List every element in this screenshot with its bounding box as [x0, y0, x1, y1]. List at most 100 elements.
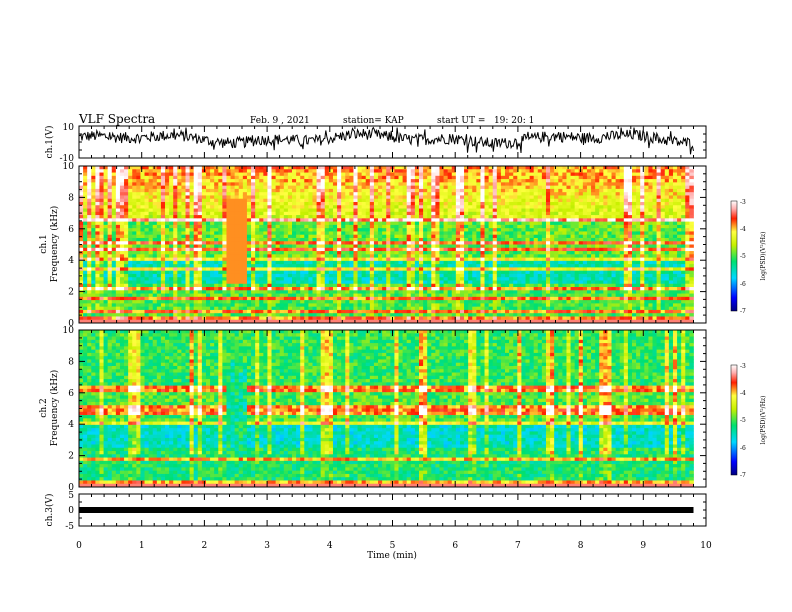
spectrogram-cell	[136, 300, 141, 304]
spectrogram-cell	[292, 228, 297, 232]
spectrogram-cell	[205, 224, 211, 229]
spectrogram-cell	[361, 224, 367, 229]
spectrogram-cell	[386, 306, 391, 311]
spectrogram-cell	[185, 208, 191, 213]
spectrogram-cell	[255, 228, 260, 232]
spectrogram-cell	[439, 192, 444, 196]
spectrogram-cell	[210, 169, 215, 173]
spectrogram-cell	[234, 205, 240, 209]
spectrogram-cell	[119, 267, 125, 272]
spectrogram-cell	[181, 166, 186, 170]
spectrogram-cell	[386, 234, 391, 239]
spectrogram-cell	[332, 257, 338, 262]
spectrogram-cell	[386, 231, 391, 236]
spectrogram-cell	[214, 188, 219, 193]
spectrogram-cell	[455, 277, 461, 281]
spectrogram-cell	[234, 211, 240, 216]
spectrogram-cell	[99, 237, 104, 242]
spectrogram-cell	[406, 283, 412, 288]
spectrogram-cell	[148, 198, 154, 203]
spectrogram-cell	[472, 205, 477, 209]
spectrogram-cell	[177, 267, 182, 272]
spectrogram-cell	[345, 198, 350, 203]
spectrogram-cell	[201, 195, 207, 200]
spectrogram-cell	[210, 296, 215, 301]
spectrogram-cell	[423, 166, 428, 170]
spectrogram-cell	[210, 221, 215, 226]
spectrogram-cell	[427, 188, 432, 193]
spectrogram-cell	[119, 277, 125, 281]
spectrogram-cell	[234, 254, 240, 258]
spectrogram-cell	[177, 300, 182, 304]
spectrogram-cell	[242, 254, 248, 258]
spectrogram-cell	[398, 277, 404, 281]
spectrogram-cell	[324, 182, 330, 187]
spectrogram-cell	[156, 280, 162, 285]
spectrogram-cell	[205, 257, 211, 262]
spectrogram-cell	[419, 290, 424, 294]
spectrogram-cell	[464, 215, 469, 219]
spectrogram-cell	[169, 179, 174, 183]
spectrogram-cell	[128, 185, 133, 190]
spectrogram-cell	[91, 306, 96, 311]
spectrogram-cell	[271, 306, 277, 311]
spectrogram-cell	[177, 182, 182, 187]
spectrogram-cell	[107, 293, 113, 298]
spectrogram-cell	[472, 287, 477, 291]
spectrogram-cell	[464, 188, 469, 193]
spectrogram-cell	[210, 300, 215, 304]
spectrogram-cell	[242, 228, 248, 232]
spectrogram-cell	[144, 179, 150, 183]
spectrogram-cell	[341, 303, 346, 308]
spectrogram-cell	[189, 182, 195, 187]
spectrogram-cell	[304, 169, 309, 173]
spectrogram-cell	[144, 221, 150, 226]
spectrogram-cell	[242, 169, 248, 173]
spectrogram-cell	[189, 267, 195, 272]
spectrogram-cell	[197, 172, 203, 177]
spectrogram-cell	[464, 316, 469, 321]
spectrogram-cell	[357, 287, 363, 291]
spectrogram-cell	[414, 237, 420, 242]
spectrogram-cell	[357, 234, 363, 239]
spectrogram-cell	[132, 175, 137, 180]
spectrogram-cell	[267, 264, 272, 268]
spectrogram-cell	[189, 247, 195, 252]
spectrogram-cell	[320, 277, 326, 281]
spectrogram-cell	[111, 267, 117, 272]
spectrogram-cell	[152, 316, 158, 321]
spectrogram-cell	[459, 319, 465, 324]
spectrogram-cell	[95, 234, 100, 239]
spectrogram-cell	[267, 166, 272, 170]
spectrogram-cell	[324, 290, 330, 294]
spectrogram-cell	[316, 277, 322, 281]
spectrogram-cell	[427, 306, 432, 311]
spectrogram-cell	[386, 211, 391, 216]
spectrogram-cell	[242, 198, 248, 203]
spectrogram-cell	[128, 300, 133, 304]
spectrogram-cell	[484, 169, 490, 173]
spectrogram-cell	[398, 319, 404, 324]
spectrogram-cell	[369, 182, 375, 187]
spectrogram-cell	[173, 306, 178, 311]
spectrogram-cell	[300, 198, 305, 203]
spectrogram-cell	[308, 195, 313, 200]
spectrogram-cell	[304, 254, 309, 258]
spectrogram-cell	[144, 215, 150, 219]
spectrogram-cell	[447, 195, 453, 200]
spectrogram-cell	[119, 234, 125, 239]
spectrogram-cell	[402, 172, 408, 177]
spectrogram-cell	[222, 188, 227, 193]
spectrogram-cell	[312, 247, 317, 252]
spectrogram-cell	[128, 270, 133, 275]
spectrogram-cell	[390, 264, 395, 268]
spectrogram-cell	[140, 309, 145, 314]
figure-title: VLF Spectra	[78, 112, 155, 126]
spectrogram-cell	[271, 228, 277, 232]
spectrogram-cell	[111, 182, 117, 187]
spectrogram-cell	[451, 303, 457, 308]
spectrogram-cell	[132, 231, 137, 236]
spectrogram-cell	[402, 306, 408, 311]
spectrogram-cell	[226, 228, 231, 232]
spectrogram-cell	[201, 205, 207, 209]
